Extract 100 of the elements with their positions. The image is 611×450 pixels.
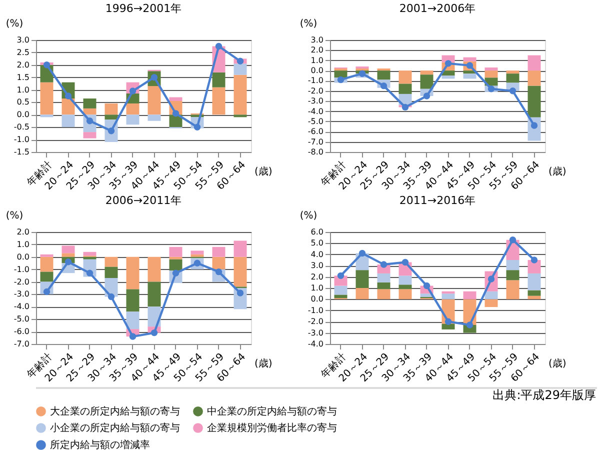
y-tick-label: -1.0 <box>308 306 324 315</box>
bar <box>442 76 455 79</box>
y-tick-label: 1.0 <box>310 56 324 65</box>
chart-title: 2011→2016年 <box>399 194 476 207</box>
y-axis-title: (%) <box>6 18 24 30</box>
bar <box>334 294 348 298</box>
y-axis-title: (%) <box>6 210 24 222</box>
y-tick-label: 5.0 <box>310 238 324 248</box>
point <box>509 88 516 94</box>
bar <box>442 294 455 300</box>
y-axis-title: (%) <box>300 210 318 222</box>
point <box>236 290 244 296</box>
y-tick-label: -1.0 <box>14 135 30 144</box>
y-tick-label: 0.0 <box>16 110 30 120</box>
bar <box>40 114 54 118</box>
bar <box>212 72 226 88</box>
point <box>488 86 495 92</box>
y-tick-label: -5.0 <box>308 116 324 126</box>
y-tick-label: 0.0 <box>16 252 30 262</box>
point <box>509 236 516 244</box>
bar <box>506 74 520 83</box>
bar <box>83 108 96 115</box>
point <box>444 318 452 325</box>
bar <box>234 240 247 257</box>
y-tick-label: 1.0 <box>310 284 324 292</box>
y-tick-label: 2.0 <box>310 272 324 282</box>
y-tick-label: 2.0 <box>16 228 30 236</box>
bar <box>377 70 390 80</box>
y-tick-label: 0.0 <box>310 66 324 76</box>
y-tick-label: 2.0 <box>310 46 324 55</box>
bar <box>126 103 140 115</box>
point <box>215 42 222 50</box>
bar <box>528 70 541 86</box>
point <box>108 293 115 300</box>
bar <box>356 270 369 288</box>
point <box>402 104 409 111</box>
bar <box>420 74 434 89</box>
y-tick-label: -6.0 <box>14 327 30 336</box>
legend-label: 大企業の所定内給与額の寄与 <box>50 405 180 418</box>
bar <box>506 260 520 270</box>
bar <box>463 291 476 300</box>
point <box>337 76 344 84</box>
bar <box>83 256 96 260</box>
bar <box>104 256 118 267</box>
bar <box>190 254 204 257</box>
bar <box>169 97 182 101</box>
point <box>172 110 180 117</box>
bar <box>169 256 182 260</box>
x-axis-title: (歳) <box>548 358 566 370</box>
bar <box>398 70 412 84</box>
bar <box>83 132 96 138</box>
y-tick-label: 3.0 <box>310 36 324 44</box>
y-tick-label: -0.5 <box>14 122 30 132</box>
bar <box>334 70 348 78</box>
y-tick-label: -7.0 <box>14 340 30 348</box>
bar <box>148 86 161 115</box>
bar <box>484 299 498 308</box>
bar <box>40 256 54 272</box>
y-tick-label: -7.0 <box>308 137 324 146</box>
bar <box>528 273 541 290</box>
y-tick-label: -1.0 <box>308 76 324 86</box>
bar <box>148 256 161 282</box>
bar <box>234 114 247 118</box>
point <box>380 261 388 268</box>
point <box>194 124 201 130</box>
bar <box>104 114 118 120</box>
y-axis-title: (%) <box>300 18 318 30</box>
y-tick-label: -2.0 <box>14 277 30 286</box>
y-tick-label: -4.0 <box>308 340 324 348</box>
y-tick-label: -6.0 <box>308 127 324 136</box>
bar <box>528 86 541 118</box>
bar <box>83 98 96 108</box>
bar <box>234 256 247 287</box>
point <box>402 258 409 266</box>
y-tick-label: -3.0 <box>14 290 30 299</box>
y-tick-label: 6.0 <box>310 228 324 236</box>
y-tick-label: 1.0 <box>16 240 30 249</box>
bar <box>40 82 54 115</box>
bar <box>212 87 226 115</box>
bar <box>104 266 118 278</box>
point <box>43 62 50 68</box>
bar <box>126 312 140 330</box>
bar <box>377 273 390 282</box>
bar <box>484 291 498 300</box>
point <box>64 258 72 266</box>
y-tick-label: -4.0 <box>14 302 30 312</box>
point <box>337 272 344 280</box>
point <box>64 92 72 100</box>
bar <box>356 288 369 300</box>
bar <box>356 66 369 69</box>
bar <box>420 70 434 75</box>
y-tick-label: -3.0 <box>308 328 324 338</box>
y-tick-label: 2.5 <box>16 48 30 57</box>
y-tick-label: 2.0 <box>16 60 30 70</box>
bar <box>463 74 476 79</box>
bar <box>484 67 498 71</box>
y-tick-label: -3.0 <box>308 96 324 106</box>
bar <box>62 114 75 128</box>
bar <box>169 246 182 257</box>
point <box>423 92 430 100</box>
